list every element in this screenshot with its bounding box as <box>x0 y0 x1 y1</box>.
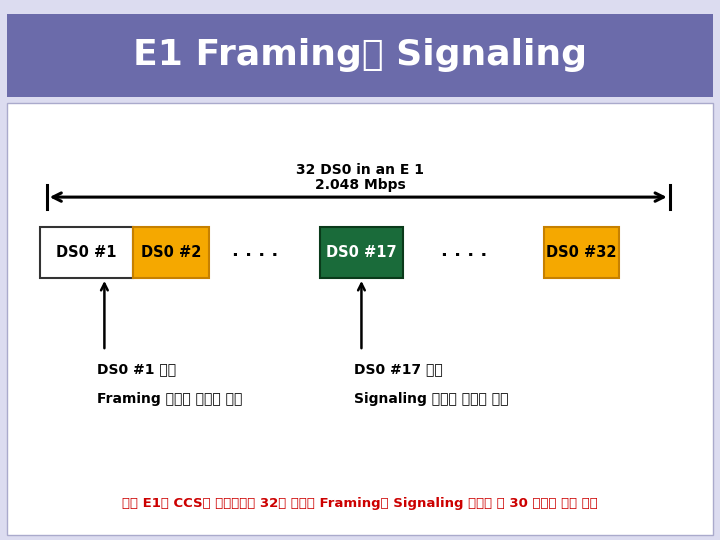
Text: . . . .: . . . . <box>441 242 487 260</box>
Text: E1 Framing과 Signaling: E1 Framing과 Signaling <box>133 38 587 72</box>
FancyBboxPatch shape <box>544 227 619 278</box>
FancyBboxPatch shape <box>7 14 713 97</box>
FancyBboxPatch shape <box>133 227 209 278</box>
Text: DS0 #1: DS0 #1 <box>56 245 117 260</box>
Text: 2.048 Mbps: 2.048 Mbps <box>315 178 405 192</box>
FancyBboxPatch shape <box>320 227 403 278</box>
Text: DS0 #17: DS0 #17 <box>326 245 397 260</box>
Text: 32 DS0 in an E 1: 32 DS0 in an E 1 <box>296 163 424 177</box>
FancyBboxPatch shape <box>40 227 133 278</box>
FancyBboxPatch shape <box>7 103 713 535</box>
Text: DS0 #1 항상: DS0 #1 항상 <box>97 362 176 376</box>
Text: DS0 #32: DS0 #32 <box>546 245 616 260</box>
Text: Signaling 정보를 가지고 있음: Signaling 정보를 가지고 있음 <box>354 392 509 406</box>
Text: 통상 E1은 CCS로 동작하므로 32개 체널중 Framing과 Signaling 체널을 빈 30 체널을 사용 가능: 통상 E1은 CCS로 동작하므로 32개 체널중 Framing과 Signa… <box>122 497 598 510</box>
Text: DS0 #2: DS0 #2 <box>141 245 201 260</box>
Text: Framing 정보를 가지고 있음: Framing 정보를 가지고 있음 <box>97 392 243 406</box>
Text: . . . .: . . . . <box>233 242 279 260</box>
Text: DS0 #17 항상: DS0 #17 항상 <box>354 362 443 376</box>
